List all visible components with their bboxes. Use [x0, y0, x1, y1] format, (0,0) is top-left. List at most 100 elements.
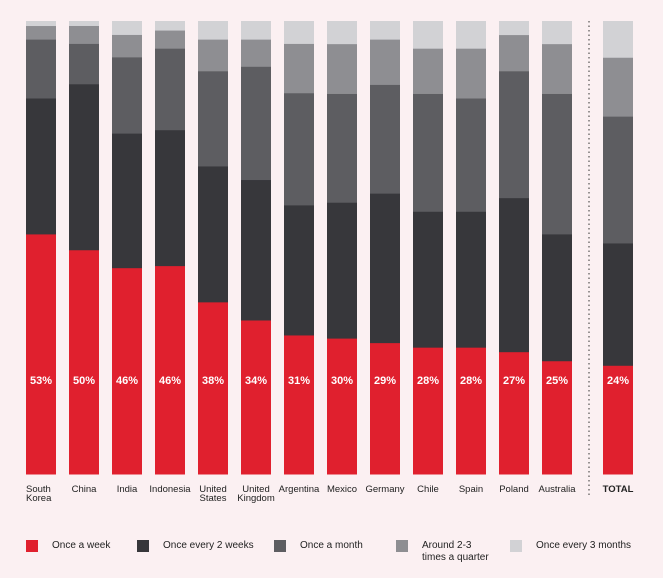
value-label-australia: 25% [546, 375, 568, 387]
legend: Once a week Once every 2 weeks Once a mo… [26, 540, 646, 570]
legend-item-once-a-week: Once a week [26, 540, 110, 552]
category-label-united-kingdom: United Kingdom [237, 484, 275, 504]
bar-segment-australia-once-every-2-weeks [542, 233, 572, 362]
bar-segment-south-korea-once-a-month [26, 39, 56, 99]
legend-swatch [26, 540, 38, 552]
category-label-mexico: Mexico [327, 484, 357, 495]
bar-segment-poland-around-2-3-times-a-quarter [499, 34, 529, 72]
bar-segment-united-states-once-a-month [198, 70, 228, 167]
value-label-india: 46% [116, 375, 138, 387]
bar-segment-spain-once-every-2-weeks [456, 211, 486, 348]
bar-segment-poland-once-every-3-months [499, 21, 529, 36]
category-label-indonesia: Indonesia [149, 484, 191, 495]
bar-segment-united-states-once-a-week [198, 301, 228, 475]
legend-item-once-every-2-weeks: Once every 2 weeks [137, 540, 254, 552]
bar-segment-indonesia-once-every-2-weeks [155, 129, 185, 267]
bar-segment-china-once-a-week [69, 249, 99, 475]
bar-segment-total-once-every-2-weeks [603, 242, 633, 366]
bar-segment-united-states-once-every-2-weeks [198, 165, 228, 303]
bar-segment-mexico-once-every-2-weeks [327, 202, 357, 339]
bar-segment-united-states-around-2-3-times-a-quarter [198, 39, 228, 72]
bar-segment-indonesia-once-a-month [155, 48, 185, 131]
bar-segment-chile-once-every-2-weeks [413, 211, 443, 348]
bar-segment-india-once-every-2-weeks [112, 133, 142, 269]
bar-segment-total-around-2-3-times-a-quarter [603, 57, 633, 117]
bar-segment-total-once-a-week [603, 365, 633, 475]
bar-segment-argentina-once-every-2-weeks [284, 204, 314, 336]
legend-item-once-a-month: Once a month [274, 540, 363, 552]
legend-label: Once a month [300, 540, 363, 551]
legend-label: Once every 3 months [536, 540, 632, 551]
legend-label: Once a week [52, 540, 111, 551]
category-label-germany: Germany [365, 484, 404, 495]
legend-swatch [274, 540, 286, 552]
value-label-united-states: 38% [202, 375, 224, 387]
bars-group [26, 21, 633, 475]
bar-segment-united-states-once-every-3-months [198, 21, 228, 40]
bar-segment-south-korea-once-every-3-months [26, 21, 56, 27]
bar-segment-mexico-around-2-3-times-a-quarter [327, 43, 357, 94]
value-label-spain: 28% [460, 375, 482, 387]
bar-segment-germany-once-a-month [370, 84, 400, 194]
legend-label: Once every 2 weeks [163, 540, 254, 551]
category-label-spain: Spain [459, 484, 483, 495]
bar-segment-china-once-every-3-months [69, 21, 99, 26]
bar-segment-south-korea-around-2-3-times-a-quarter [26, 25, 56, 40]
bar-segment-china-once-every-2-weeks [69, 83, 99, 251]
category-label-chile: Chile [417, 484, 439, 495]
category-label-india: India [117, 484, 138, 495]
value-label-china: 50% [73, 375, 95, 387]
category-label-united-states: United States [199, 484, 226, 504]
bar-segment-argentina-once-every-3-months [284, 21, 314, 44]
bar-segment-total-once-a-month [603, 116, 633, 244]
value-label-united-kingdom: 34% [245, 375, 267, 387]
bar-segment-united-kingdom-around-2-3-times-a-quarter [241, 39, 271, 67]
bar-segment-poland-once-a-week [499, 351, 529, 475]
category-label-total: TOTAL [603, 484, 634, 495]
bar-segment-india-once-every-3-months [112, 21, 142, 35]
bar-segment-south-korea-once-every-2-weeks [26, 98, 56, 235]
bar-segment-argentina-once-a-week [284, 334, 314, 475]
bar-segment-spain-around-2-3-times-a-quarter [456, 48, 486, 99]
stacked-bar-chart: 53% 50% 46% 46% 38% 34% 31% 30% 29% 28% 28% 27% 25% 2… [26, 21, 634, 504]
value-label-indonesia: 46% [159, 375, 181, 387]
legend-swatch [510, 540, 522, 552]
bar-segment-indonesia-around-2-3-times-a-quarter [155, 30, 185, 49]
bar-segment-argentina-around-2-3-times-a-quarter [284, 43, 314, 94]
legend-item-around-2-3-times-a-quarter: Around 2-3 times a quarter [396, 540, 489, 564]
value-label-poland: 27% [503, 375, 525, 387]
bar-segment-chile-once-every-3-months [413, 21, 443, 49]
value-label-total: 24% [607, 375, 629, 387]
bar-segment-australia-around-2-3-times-a-quarter [542, 43, 572, 94]
value-label-mexico: 30% [331, 375, 353, 387]
bar-segment-australia-once-a-week [542, 360, 572, 475]
legend-item-once-every-3-months: Once every 3 months [510, 540, 631, 552]
value-labels-group: 53% 50% 46% 46% 38% 34% 31% 30% 29% 28% 28% 27% 25% 2… [30, 375, 629, 387]
value-label-south-korea: 53% [30, 375, 52, 387]
bar-segment-spain-once-a-week [456, 347, 486, 475]
bar-segment-united-kingdom-once-a-month [241, 66, 271, 181]
bar-segment-spain-once-a-month [456, 98, 486, 212]
bar-segment-mexico-once-every-3-months [327, 21, 357, 45]
bar-segment-argentina-once-a-month [284, 92, 314, 206]
bar-segment-indonesia-once-a-week [155, 265, 185, 475]
value-label-chile: 28% [417, 375, 439, 387]
category-label-australia: Australia [539, 484, 577, 495]
bar-segment-chile-around-2-3-times-a-quarter [413, 48, 443, 94]
legend-label: Around 2-3 times a quarter [422, 540, 489, 563]
category-label-poland: Poland [499, 484, 529, 495]
bar-segment-poland-once-every-2-weeks [499, 197, 529, 353]
bar-segment-total-once-every-3-months [603, 21, 633, 58]
value-label-argentina: 31% [288, 375, 310, 387]
category-labels-group: South Korea China India Indonesia United State… [26, 484, 634, 504]
legend-swatch [396, 540, 408, 552]
bar-segment-india-once-a-week [112, 267, 142, 475]
bar-segment-spain-once-every-3-months [456, 21, 486, 49]
bar-segment-chile-once-a-week [413, 347, 443, 475]
category-label-china: China [72, 484, 98, 495]
bar-segment-australia-once-every-3-months [542, 21, 572, 45]
bar-segment-mexico-once-a-month [327, 93, 357, 203]
bar-segment-australia-once-a-month [542, 93, 572, 235]
bar-segment-germany-once-every-3-months [370, 21, 400, 40]
bar-segment-united-kingdom-once-every-3-months [241, 21, 271, 40]
